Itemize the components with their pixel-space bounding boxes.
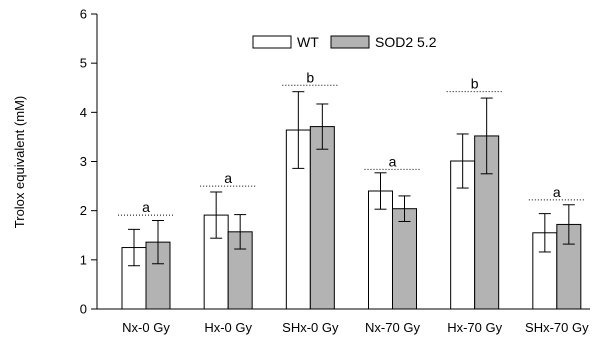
x-category-label: Hx-0 Gy: [204, 320, 252, 335]
error-bar-wt-2: [292, 91, 305, 169]
bar-sod2-3: [392, 208, 417, 310]
error-bar-sod2-3: [398, 195, 411, 222]
y-axis-label: Trolox equivalent (mM): [12, 96, 27, 228]
error-bar-wt-4: [456, 133, 469, 189]
error-bars: [128, 91, 575, 267]
y-axis-ticks: 0 1 2 3 4 5 6: [80, 7, 97, 317]
x-category-label: SHx-0 Gy: [282, 320, 339, 335]
significance-letter: a: [389, 153, 397, 169]
error-bar-sod2-2: [316, 103, 329, 150]
y-tick-label: 1: [80, 252, 87, 267]
significance-letter: b: [306, 69, 314, 85]
x-axis-categories: Nx-0 Gy Hx-0 Gy SHx-0 Gy Nx-70 Gy Hx-70 Gy SH…: [122, 320, 589, 335]
y-tick-label: 6: [80, 7, 87, 22]
y-tick-label: 4: [80, 105, 87, 120]
significance-letter: b: [471, 76, 479, 92]
y-tick-label: 0: [80, 302, 87, 317]
bar-sod2-4: [474, 135, 500, 310]
x-category-label: SHx-70 Gy: [525, 320, 589, 335]
bars: [121, 126, 582, 310]
x-category-label: Hx-70 Gy: [447, 320, 502, 335]
significance-letters: a a b a b a: [118, 69, 585, 216]
legend-label-sod2: SOD2 5.2: [375, 34, 437, 50]
error-bar-wt-0: [128, 228, 140, 267]
error-bar-sod2-0: [152, 220, 164, 265]
significance-letter: a: [142, 199, 150, 215]
significance-letter: a: [553, 184, 561, 200]
error-bar-sod2-1: [234, 214, 247, 250]
y-tick-label: 2: [80, 203, 87, 218]
x-category-label: Nx-70 Gy: [365, 320, 420, 335]
error-bar-wt-3: [374, 172, 387, 210]
significance-letter: a: [224, 170, 232, 186]
error-bar-wt-5: [538, 213, 551, 253]
y-tick-label: 3: [80, 154, 87, 169]
legend-label-wt: WT: [297, 34, 319, 50]
error-bar-sod2-5: [562, 204, 575, 245]
x-category-label: Nx-0 Gy: [122, 320, 170, 335]
legend-swatch-wt: [252, 35, 292, 49]
error-bar-wt-1: [210, 191, 223, 239]
y-tick-label: 5: [80, 56, 87, 71]
bar-sod2-2: [309, 126, 335, 310]
legend-swatch-sod2: [330, 35, 370, 49]
error-bar-sod2-4: [480, 97, 493, 175]
bar-wt-3: [368, 190, 393, 310]
legend: WT SOD2 5.2: [252, 34, 437, 50]
